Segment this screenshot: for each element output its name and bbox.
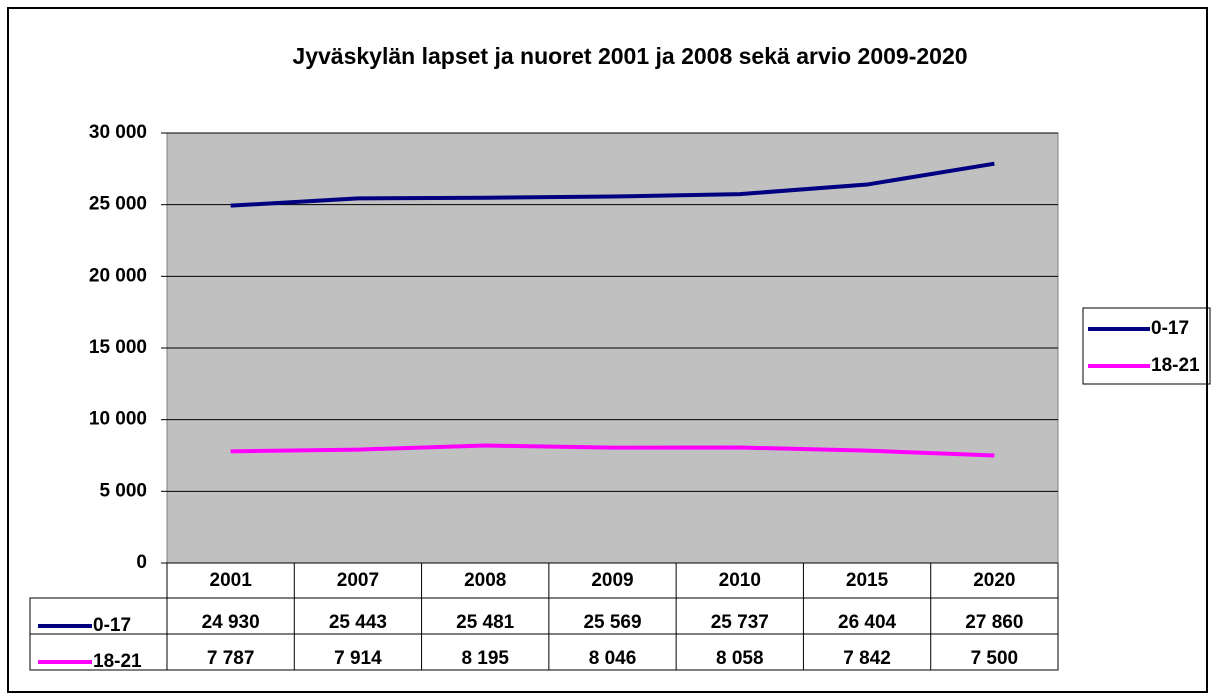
x-tick-label: 2007 <box>337 570 379 591</box>
data-label: 7 914 <box>334 648 382 669</box>
legend-box <box>1082 307 1211 385</box>
data-label: 8 046 <box>589 648 637 669</box>
y-tick-label: 20 000 <box>89 265 147 286</box>
series-line <box>230 443 995 458</box>
series-line <box>230 161 995 208</box>
x-tick-label: 2015 <box>846 570 889 591</box>
data-label: 27 860 <box>965 612 1023 633</box>
legend-label: 18-21 <box>1151 355 1200 376</box>
data-label: 24 930 <box>202 612 260 633</box>
y-tick-label: 30 000 <box>89 122 147 143</box>
data-label: 25 569 <box>583 612 641 633</box>
data-label: 25 443 <box>329 612 387 633</box>
data-label: 7 500 <box>971 648 1019 669</box>
data-label: 25 481 <box>456 612 515 633</box>
y-tick-label: 15 000 <box>89 337 147 358</box>
table-series-name: 0-17 <box>93 615 131 636</box>
y-tick-label: 0 <box>136 552 147 573</box>
x-tick-label: 2009 <box>591 570 633 591</box>
legend-label: 0-17 <box>1151 318 1189 339</box>
y-tick-label: 10 000 <box>89 409 147 430</box>
table-series-name: 18-21 <box>93 651 142 672</box>
data-label: 8 195 <box>461 648 509 669</box>
x-tick-label: 2020 <box>973 570 1015 591</box>
x-tick-label: 2008 <box>464 570 506 591</box>
chart-title: Jyväskylän lapset ja nuoret 2001 ja 2008… <box>292 43 967 69</box>
x-tick-label: 2001 <box>210 570 253 591</box>
data-label: 26 404 <box>838 612 897 633</box>
data-label: 7 842 <box>843 648 891 669</box>
y-tick-label: 25 000 <box>89 194 147 215</box>
data-label: 7 787 <box>207 648 255 669</box>
x-tick-label: 2010 <box>719 570 761 591</box>
y-tick-label: 5 000 <box>99 480 147 501</box>
data-label: 8 058 <box>716 648 764 669</box>
data-label: 25 737 <box>711 612 769 633</box>
